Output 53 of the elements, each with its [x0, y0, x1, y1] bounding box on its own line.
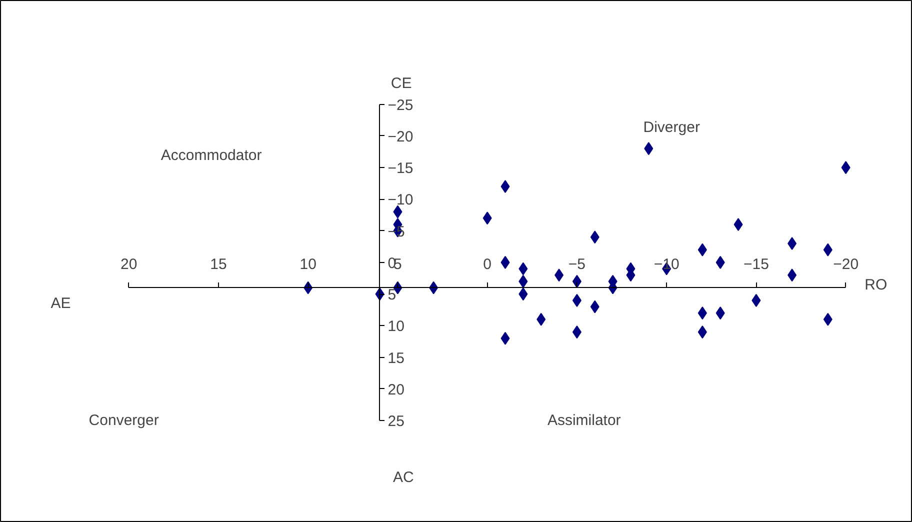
point [752, 294, 761, 307]
y-tick-label: 20 [388, 381, 404, 398]
point [500, 256, 510, 269]
point [590, 300, 600, 314]
x-tick-label: −10 [654, 256, 680, 273]
point [716, 256, 725, 269]
x-tick-label: −5 [568, 256, 586, 273]
point [823, 243, 832, 256]
point [698, 306, 707, 320]
x-tick-label: −15 [743, 256, 769, 273]
y-tick-label: −25 [388, 96, 414, 114]
point [500, 332, 510, 345]
point [518, 274, 528, 288]
x-tick-label: −20 [833, 256, 859, 273]
x-tick-label: 0 [483, 256, 492, 273]
point [554, 268, 564, 282]
point [572, 294, 582, 307]
annotation: Assimilator [547, 412, 621, 430]
point [393, 205, 402, 218]
point [698, 243, 707, 256]
y-tick-label: 25 [388, 413, 404, 430]
point [572, 274, 582, 288]
point [823, 312, 832, 326]
text: AE [50, 295, 71, 312]
x-tick-label: 10 [300, 256, 316, 273]
y-tick-label: 10 [388, 318, 404, 336]
point [841, 161, 850, 174]
point [788, 268, 797, 282]
text: RO [864, 276, 888, 294]
y-tick-label: 5 [388, 286, 396, 304]
point [518, 288, 528, 301]
point [482, 212, 492, 225]
point [500, 180, 510, 194]
y-tick-label: −20 [388, 128, 414, 146]
annotation: Accommodator [160, 147, 262, 164]
annotation: Converger [88, 412, 159, 430]
point [788, 236, 797, 250]
point [572, 326, 582, 339]
text: AC [393, 469, 414, 486]
text: CE [390, 75, 412, 92]
x-tick-label: 20 [120, 256, 138, 273]
y-tick-label: 15 [388, 350, 404, 367]
point [734, 218, 743, 231]
x-tick-label: 15 [210, 256, 227, 273]
point [590, 230, 600, 244]
y-tick-label: −15 [388, 160, 414, 178]
point [716, 306, 725, 320]
y-tick-label: −10 [388, 192, 414, 209]
point [518, 262, 528, 276]
annotation: Diverger [643, 119, 700, 136]
point [644, 142, 654, 156]
point [698, 326, 707, 339]
point [536, 312, 546, 326]
